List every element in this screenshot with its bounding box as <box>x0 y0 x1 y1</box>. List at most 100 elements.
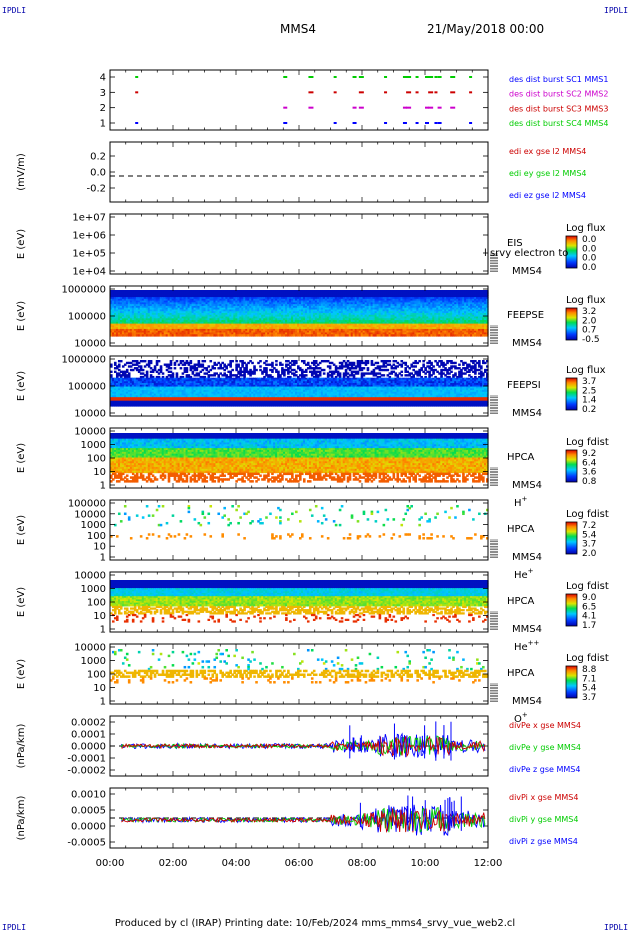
feepse-pixel <box>235 297 238 300</box>
feepse-pixel <box>195 327 199 330</box>
feepse-pixel <box>175 307 179 311</box>
feepse-pixel <box>203 327 207 330</box>
feepse-pixel <box>197 307 201 311</box>
feepse-pixel <box>263 293 266 296</box>
feepse-pixel <box>219 328 223 332</box>
feepse-pixel <box>149 325 153 328</box>
feepse-pixel <box>299 309 302 312</box>
feepse-pixel <box>265 295 268 298</box>
feepse-pixel <box>117 320 121 323</box>
feepse-pixel <box>183 302 187 305</box>
feepse-pixel <box>219 298 223 302</box>
feepse-pixel <box>287 298 290 302</box>
feepse-pixel <box>306 290 310 293</box>
feepse-pixel <box>273 332 276 335</box>
feepse-pixel <box>277 307 280 311</box>
feepse-pixel <box>177 293 181 296</box>
feepse-pixel <box>147 330 151 334</box>
feepse-pixel <box>285 314 288 318</box>
feepse-pixel <box>299 327 302 330</box>
feepse-pixel <box>231 295 234 298</box>
feepse-pixel <box>157 318 161 321</box>
feepse-pixel <box>261 313 264 316</box>
feepse-pixel <box>281 304 284 307</box>
feepse-pixel <box>251 332 254 335</box>
feepse-pixel <box>267 297 270 300</box>
feepse-pixel <box>213 309 217 312</box>
feepse-pixel <box>297 334 300 337</box>
feepse-pixel <box>243 318 246 321</box>
feepse-pixel <box>163 330 167 334</box>
feepse-pixel <box>293 325 296 328</box>
feepse-pixel <box>193 290 197 293</box>
feepse-pixel <box>235 305 238 309</box>
feepse-pixel <box>151 290 155 293</box>
feepse-pixel <box>247 307 250 311</box>
feepse-pixel <box>259 332 262 335</box>
feepse-pixel <box>149 332 153 335</box>
feepse-pixel <box>193 314 197 318</box>
feepse-pixel <box>209 314 213 318</box>
feepse-pixel <box>275 316 278 319</box>
burst-mark <box>425 122 429 124</box>
feepse-pixel <box>265 291 268 295</box>
feepse-pixel <box>145 318 149 321</box>
feepse-pixel <box>259 304 262 307</box>
feepse-pixel <box>167 309 171 312</box>
feepse-pixel <box>203 330 207 334</box>
feepse-pixel <box>217 334 221 337</box>
feepse-pixel <box>229 321 232 325</box>
feepse-pixel <box>257 325 260 328</box>
feepse-pixel <box>281 298 284 302</box>
feepse-pixel <box>207 334 211 337</box>
feepse-pixel <box>215 300 219 303</box>
feepse-pixel <box>179 330 183 334</box>
feepse-pixel <box>169 320 173 323</box>
feepse-pixel <box>201 290 205 293</box>
feepse-pixel <box>133 293 137 296</box>
feepse-pixel <box>291 334 294 337</box>
feepse-pixel <box>189 305 193 309</box>
feepse-pixel <box>211 328 215 332</box>
feepse-pixel <box>273 300 276 303</box>
feepse-pixel <box>299 318 302 321</box>
feepse-pixel <box>295 297 298 300</box>
feepse-pixel <box>219 334 223 337</box>
feepse-pixel <box>173 323 177 326</box>
feepse-pixel <box>205 305 209 309</box>
feepse-pixel <box>271 302 274 305</box>
feepse-pixel <box>302 318 306 321</box>
feepse-pixel <box>121 307 125 311</box>
feepse-pixel <box>237 323 240 326</box>
feepse-pixel <box>287 311 290 314</box>
feepse-pixel <box>259 314 262 318</box>
feepse-pixel <box>285 295 288 298</box>
burst-mark <box>135 91 139 94</box>
eis-spacecraft: MMS4 <box>512 266 542 277</box>
feepse-pixel <box>287 327 290 330</box>
feepse-pixel <box>259 300 262 303</box>
feepse-pixel <box>143 311 147 314</box>
feepse-pixel <box>306 309 310 312</box>
feepse-pixel <box>287 328 290 332</box>
feepse-pixel <box>195 328 199 332</box>
feepse-pixel <box>235 332 238 335</box>
feepse-pixel <box>203 334 207 337</box>
feepse-pixel <box>151 307 155 311</box>
feepse-pixel <box>233 330 236 334</box>
feepse-pixel <box>195 313 199 316</box>
feepse-pixel <box>159 328 163 332</box>
feepse-pixel <box>227 305 230 309</box>
feepse-pixel <box>239 304 242 307</box>
feepse-pixel <box>247 327 250 330</box>
feepse-pixel <box>139 313 143 316</box>
feepse-pixel <box>179 334 183 337</box>
feepse-pixel <box>155 318 159 321</box>
feepse-pixel <box>289 311 292 314</box>
feepse-pixel <box>273 298 276 302</box>
feepse-pixel <box>215 302 219 305</box>
feepse-pixel <box>302 302 306 305</box>
burst-mark <box>352 122 357 124</box>
feepse-pixel <box>219 304 223 307</box>
feepse-pixel <box>211 305 215 309</box>
